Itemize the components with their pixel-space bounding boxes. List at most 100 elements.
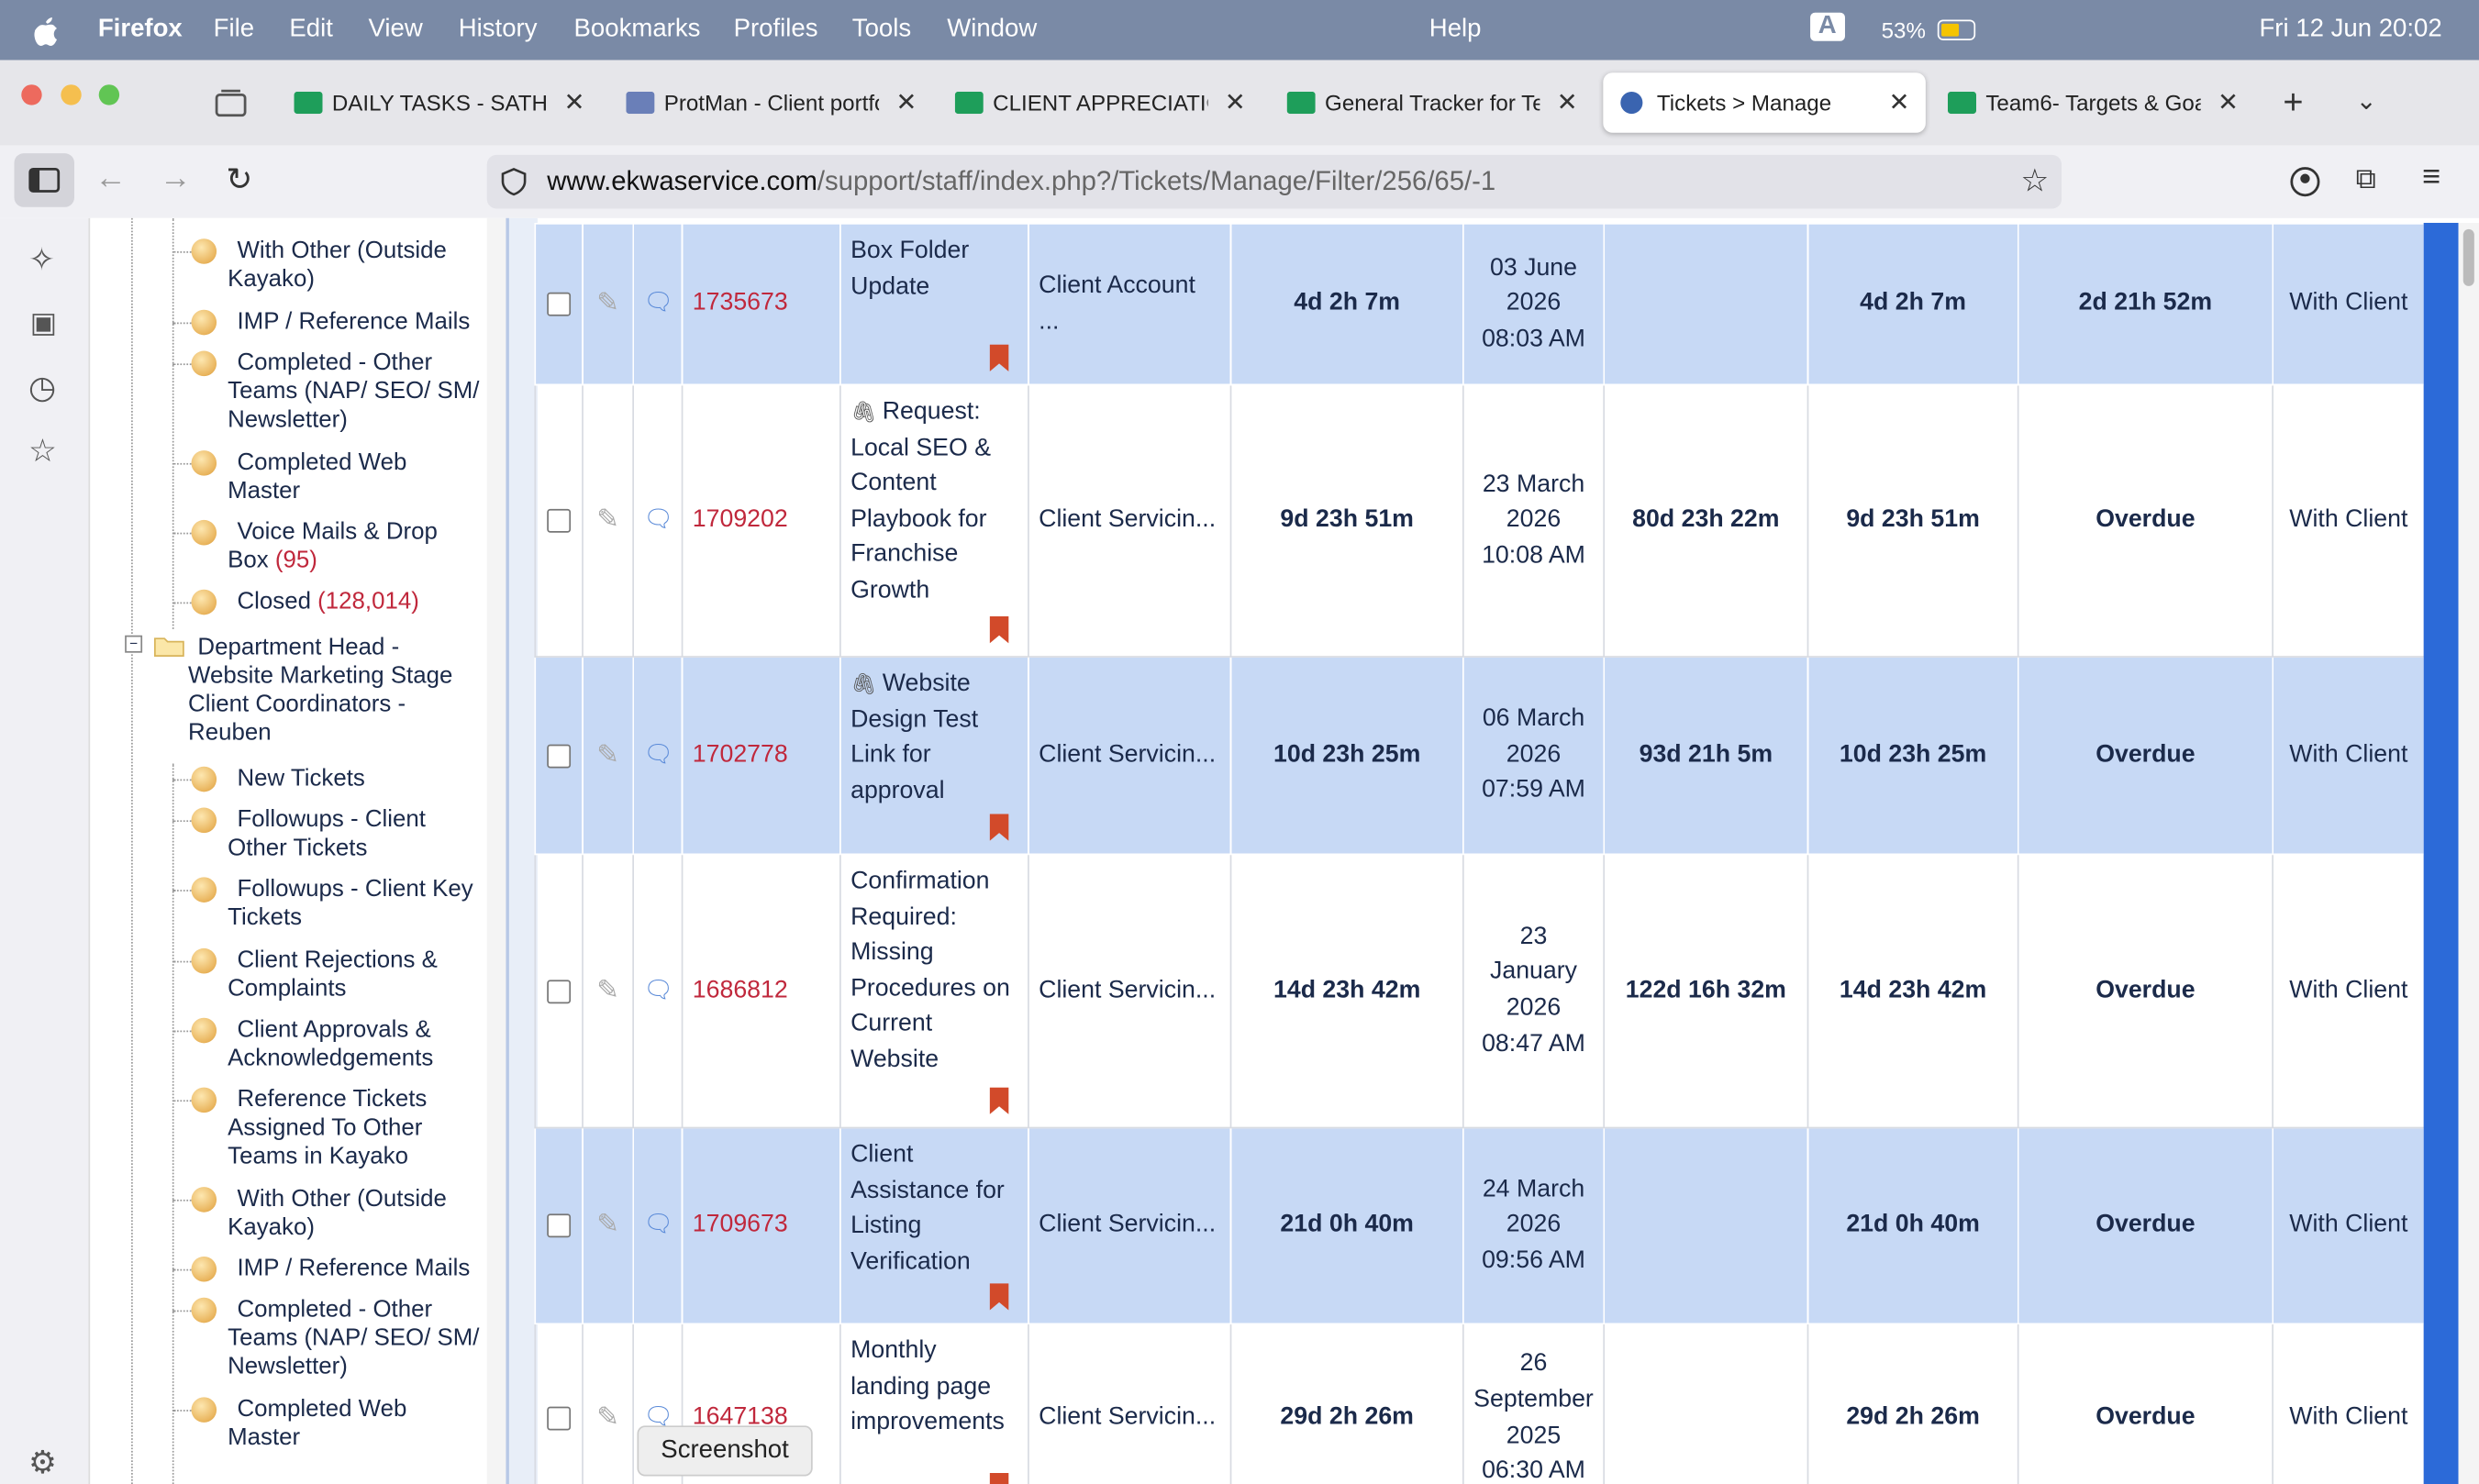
tab[interactable]: Tickets > Manage ✕ — [1603, 72, 1926, 133]
flag-icon[interactable]: ✎ — [596, 1209, 619, 1240]
tab-close[interactable]: ✕ — [1888, 90, 1910, 117]
history[interactable]: ◷ — [28, 371, 57, 406]
tree-item[interactable]: With Other (Outside Kayako) — [228, 1185, 481, 1242]
tab[interactable]: General Tracker for Tea ✕ — [1271, 72, 1594, 132]
menu[interactable]: View — [368, 16, 423, 43]
bookmark-icon[interactable] — [989, 344, 1009, 371]
tab-close[interactable]: ✕ — [2217, 90, 2240, 117]
bookmark-icon[interactable] — [989, 1087, 1009, 1114]
maximize[interactable] — [98, 84, 120, 105]
menu[interactable]: History — [458, 16, 538, 43]
new-tab[interactable]: + — [2283, 82, 2304, 122]
menu[interactable]: Tools — [851, 16, 912, 43]
collapse-toggle[interactable]: − — [125, 635, 143, 653]
account[interactable] — [2289, 166, 2320, 197]
forward[interactable]: → — [160, 161, 192, 196]
ticket-row[interactable]: ✎ 🗨 1709673 Client Assistance for Listing V… — [534, 1126, 2426, 1325]
ticket-subject[interactable]: Client Assistance for Listing Verificati… — [850, 1141, 1005, 1276]
app-name[interactable]: Firefox — [97, 16, 183, 43]
synced-tabs[interactable]: ▣ — [29, 306, 58, 338]
menu[interactable]: Bookmarks — [573, 16, 701, 43]
battery-icon[interactable] — [1937, 19, 1981, 41]
ticket-subject[interactable]: Confirmation Required: Missing Procedure… — [850, 868, 1010, 1074]
tree-item[interactable]: New Tickets — [228, 765, 481, 793]
app-menu[interactable]: ≡ — [2421, 160, 2441, 194]
tree-item[interactable]: Followups - Client Other Tickets — [228, 806, 481, 863]
checkbox[interactable] — [547, 1213, 572, 1238]
reload[interactable]: ↻ — [226, 162, 253, 198]
ticket-row[interactable]: ✎ 🗨 1702778 🖇 Website Design Test Link for … — [534, 656, 2426, 856]
apple-logo[interactable] — [31, 15, 60, 46]
ticket-row[interactable]: ✎ 🗨 1647138 Monthly landing page improvemen… — [534, 1323, 2426, 1484]
ticket-id[interactable]: 1709673 — [692, 1211, 788, 1238]
tree-item[interactable]: Client Approvals & Acknowledgements — [228, 1016, 481, 1073]
tab[interactable]: CLIENT APPRECIATION ✕ — [939, 72, 1262, 132]
sidebar-toggle[interactable] — [14, 153, 74, 207]
bookmarks[interactable]: ☆ — [28, 434, 57, 470]
ticket-subject[interactable]: Monthly landing page improvements — [850, 1336, 1005, 1435]
checkbox[interactable] — [547, 979, 572, 1003]
tab-overview[interactable] — [215, 88, 247, 117]
flag-icon[interactable]: ✎ — [596, 504, 619, 535]
extensions[interactable]: ⧉ — [2355, 162, 2376, 194]
checkbox[interactable] — [547, 1406, 572, 1431]
tree-item[interactable]: Closed (128,014) — [228, 588, 481, 616]
menu[interactable]: File — [213, 16, 255, 43]
minimize[interactable] — [61, 84, 82, 105]
close[interactable] — [21, 84, 42, 105]
tree-item[interactable]: Voice Mails & Drop Box (95) — [228, 518, 481, 575]
tab[interactable]: Team6- Targets & Goals ✕ — [1932, 72, 2255, 132]
input-source[interactable]: A — [1810, 12, 1845, 41]
tree-item[interactable]: Client Rejections & Complaints — [228, 947, 481, 1003]
ticket-id[interactable]: 1686812 — [692, 976, 788, 1003]
tree-item[interactable]: Completed - Other Teams (NAP/ SEO/ SM/ N… — [228, 1296, 481, 1381]
shield-icon[interactable] — [500, 167, 528, 196]
checkbox[interactable] — [547, 508, 572, 533]
tree-item[interactable]: Completed Web Master — [228, 1396, 481, 1453]
tree-item[interactable]: With Other (Outside Kayako) — [228, 237, 481, 293]
tree-item[interactable]: IMP / Reference Mails — [228, 308, 481, 337]
tree-item[interactable]: Followups - Client Key Tickets — [228, 876, 481, 933]
ai-chat[interactable]: ✧ — [28, 243, 55, 279]
ticket-id[interactable]: 1735673 — [692, 289, 788, 316]
ticket-id[interactable]: 1702778 — [692, 740, 788, 768]
menu[interactable]: Edit — [289, 16, 333, 43]
ticket-row[interactable]: ✎ 🗨 1709202 🖇 Request: Local SEO & Content … — [534, 383, 2426, 658]
tab-close[interactable]: ✕ — [895, 90, 917, 117]
note-icon[interactable]: 🗨 — [643, 976, 674, 1003]
tab-close[interactable]: ✕ — [1224, 90, 1246, 117]
menu[interactable]: Window — [947, 16, 1038, 43]
ticket-row[interactable]: ✎ 🗨 1735673 Box Folder Update Client Account… — [534, 222, 2426, 386]
ticket-subject[interactable]: Box Folder Update — [850, 237, 970, 300]
ticket-subject[interactable]: Request: Local SEO & Content Playbook fo… — [850, 398, 992, 604]
bookmark-icon[interactable] — [989, 616, 1009, 644]
ticket-id[interactable]: 1709202 — [692, 505, 788, 534]
checkbox[interactable] — [547, 743, 572, 768]
flag-icon[interactable]: ✎ — [596, 974, 619, 1005]
bookmark-star[interactable]: ☆ — [2020, 164, 2050, 200]
tree-item[interactable]: IMP / Reference Mails — [228, 1255, 481, 1283]
note-icon[interactable]: 🗨 — [643, 740, 674, 768]
tree-item[interactable]: Completed Web Master — [228, 449, 481, 505]
flag-icon[interactable]: ✎ — [596, 738, 619, 770]
flag-icon[interactable]: ✎ — [596, 1401, 619, 1433]
note-icon[interactable]: 🗨 — [643, 505, 674, 534]
bookmark-icon[interactable] — [989, 1283, 1009, 1311]
checkbox[interactable] — [547, 292, 572, 316]
note-icon[interactable]: 🗨 — [643, 1211, 674, 1238]
bookmark-icon[interactable] — [989, 814, 1009, 841]
bookmark-icon[interactable] — [989, 1473, 1009, 1484]
tab[interactable]: ProtMan - Client portfol ✕ — [610, 72, 933, 132]
clock[interactable]: Fri 12 Jun 20:02 — [2259, 16, 2442, 43]
tree-item[interactable]: Completed - Other Teams (NAP/ SEO/ SM/ N… — [228, 349, 481, 435]
menu[interactable]: Profiles — [733, 16, 818, 43]
ticket-subject[interactable]: Website Design Test Link for approval — [850, 670, 979, 804]
ticket-row[interactable]: ✎ 🗨 1686812 Confirmation Required: Missing … — [534, 853, 2426, 1129]
tab-close[interactable]: ✕ — [1556, 90, 1578, 117]
tab-close[interactable]: ✕ — [563, 90, 585, 117]
tree-folder[interactable]: Department Head - Website Marketing Stag… — [188, 634, 453, 747]
tab[interactable]: DAILY TASKS - SATHYA ✕ — [278, 72, 601, 132]
back[interactable]: ← — [94, 161, 127, 196]
tab-list[interactable]: ⌄ — [2355, 88, 2377, 116]
url-bar[interactable]: www.ekwaservice.com/support/staff/index.… — [486, 154, 2062, 209]
